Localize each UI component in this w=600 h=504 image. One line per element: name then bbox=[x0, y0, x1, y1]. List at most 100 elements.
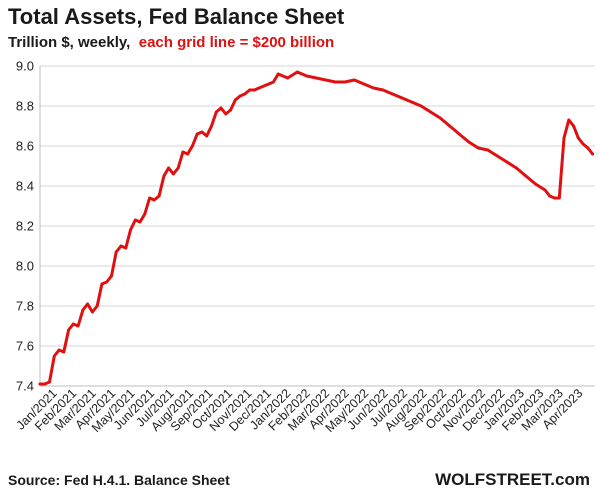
data-point bbox=[495, 154, 499, 158]
series-layer bbox=[38, 70, 595, 386]
data-point bbox=[95, 304, 99, 308]
data-point bbox=[419, 104, 423, 108]
data-point bbox=[110, 274, 113, 278]
data-point bbox=[253, 88, 256, 92]
data-point bbox=[515, 166, 518, 170]
data-point bbox=[219, 106, 223, 110]
data-point bbox=[276, 72, 280, 76]
data-point bbox=[557, 196, 561, 200]
data-point bbox=[200, 130, 204, 134]
chart-subtitle-highlight: each grid line = $200 billion bbox=[139, 34, 334, 51]
data-point bbox=[576, 136, 580, 140]
chart-subtitle: Trillion $, weekly, each grid line = $20… bbox=[8, 34, 334, 51]
data-point bbox=[591, 152, 594, 156]
data-point bbox=[272, 80, 275, 84]
data-point bbox=[391, 92, 394, 96]
y-tick-label: 8.4 bbox=[16, 179, 34, 194]
data-point bbox=[257, 86, 261, 90]
data-point bbox=[224, 112, 228, 116]
data-point bbox=[457, 132, 461, 136]
data-point bbox=[238, 94, 242, 98]
data-point bbox=[152, 198, 156, 202]
data-point bbox=[114, 250, 118, 254]
series-line bbox=[38, 70, 595, 386]
y-tick-label: 8.2 bbox=[16, 219, 34, 234]
data-point bbox=[67, 328, 70, 332]
data-point bbox=[191, 144, 194, 148]
data-point bbox=[172, 172, 175, 176]
chart-title: Total Assets, Fed Balance Sheet bbox=[8, 4, 345, 29]
data-point bbox=[248, 88, 252, 92]
data-point bbox=[305, 74, 309, 78]
data-point bbox=[124, 246, 128, 250]
data-point bbox=[381, 88, 385, 92]
data-point bbox=[86, 302, 89, 306]
data-point bbox=[195, 132, 199, 136]
data-point bbox=[100, 282, 104, 286]
data-point bbox=[133, 218, 137, 222]
data-point bbox=[119, 244, 123, 248]
data-point bbox=[505, 160, 509, 164]
data-point bbox=[167, 166, 171, 170]
data-point bbox=[71, 322, 75, 326]
y-axis-ticks: 7.4 7.6 7.8 8.0 8.2 8.4 8.6 8.8 9.0 bbox=[16, 59, 34, 394]
x-axis-ticks: Jan/2021Feb/2021Mar/2021Apr/2021May/2021… bbox=[14, 386, 586, 435]
brand-label: WOLFSTREET.com bbox=[435, 470, 590, 489]
y-tick-label: 7.6 bbox=[16, 339, 34, 354]
data-point bbox=[181, 150, 185, 154]
data-point bbox=[148, 196, 152, 200]
data-point bbox=[524, 174, 528, 178]
data-point bbox=[176, 166, 180, 170]
data-point bbox=[543, 188, 547, 192]
data-point bbox=[534, 182, 537, 186]
data-point bbox=[372, 86, 375, 90]
data-point bbox=[43, 382, 47, 386]
data-point bbox=[143, 212, 147, 216]
data-point bbox=[324, 78, 328, 82]
data-point bbox=[467, 140, 471, 144]
data-point bbox=[562, 136, 566, 140]
y-tick-label: 7.4 bbox=[16, 379, 34, 394]
y-tick-label: 8.0 bbox=[16, 259, 34, 274]
data-point bbox=[438, 116, 442, 120]
data-point bbox=[410, 100, 413, 104]
data-point bbox=[205, 134, 209, 138]
data-point bbox=[314, 76, 318, 80]
data-point bbox=[91, 310, 94, 314]
data-point bbox=[157, 194, 161, 198]
data-point bbox=[186, 152, 190, 156]
data-point bbox=[210, 124, 213, 128]
data-point bbox=[295, 70, 299, 74]
y-tick-label: 8.8 bbox=[16, 99, 34, 114]
data-point bbox=[48, 380, 51, 384]
data-point bbox=[334, 80, 337, 84]
data-point bbox=[233, 98, 237, 102]
y-tick-label: 9.0 bbox=[16, 59, 34, 74]
data-point bbox=[162, 174, 166, 178]
y-tick-label: 7.8 bbox=[16, 299, 34, 314]
source-note: Source: Fed H.4.1. Balance Sheet bbox=[8, 472, 230, 488]
data-point bbox=[138, 220, 142, 224]
data-point bbox=[553, 196, 556, 200]
data-point bbox=[586, 146, 590, 150]
data-point bbox=[476, 146, 480, 150]
data-point bbox=[262, 84, 266, 88]
data-point bbox=[362, 82, 366, 86]
data-point bbox=[572, 124, 575, 128]
data-point bbox=[343, 80, 347, 84]
data-point bbox=[567, 118, 571, 122]
data-point bbox=[105, 280, 109, 284]
data-point bbox=[581, 142, 585, 146]
data-point bbox=[286, 76, 290, 80]
data-point bbox=[81, 308, 85, 312]
data-point bbox=[353, 78, 356, 82]
data-point bbox=[214, 110, 218, 114]
data-point bbox=[52, 354, 56, 358]
data-point bbox=[38, 382, 42, 386]
data-point bbox=[129, 228, 132, 232]
chart-subtitle-plain: Trillion $, weekly, bbox=[8, 34, 130, 51]
data-point bbox=[548, 194, 552, 198]
data-point bbox=[429, 110, 432, 114]
data-point bbox=[448, 124, 452, 128]
